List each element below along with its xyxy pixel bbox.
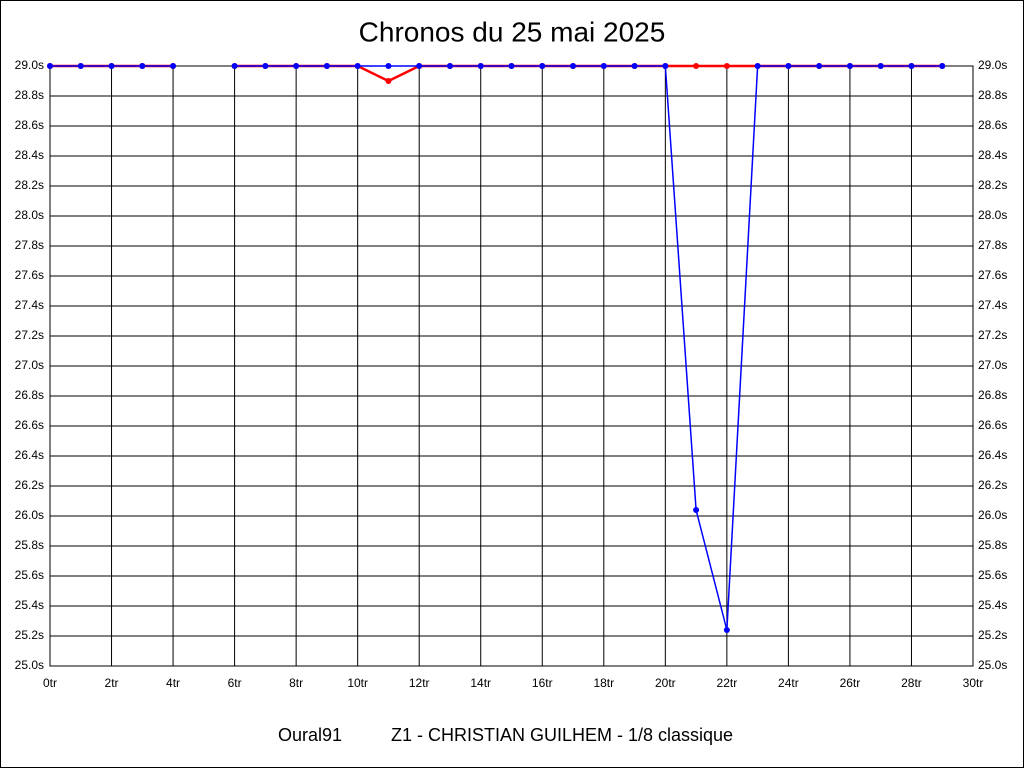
data-point [231,63,238,69]
y-tick-label: 25.2s [15,628,44,642]
data-point [662,63,669,69]
data-point [539,63,546,69]
y-tick-label: 27.8s [15,238,44,252]
y2-tick-label: 29.0s [978,58,1007,72]
data-point [939,63,946,69]
y2-tick-label: 28.4s [978,148,1007,162]
data-point [846,63,853,69]
y-tick-label: 27.2s [15,328,44,342]
data-point [631,63,638,69]
y2-tick-label: 26.0s [978,508,1007,522]
x-tick-label: 12tr [409,676,430,690]
y-tick-label: 28.4s [15,148,44,162]
data-point [477,63,484,69]
y2-tick-label: 27.2s [978,328,1007,342]
x-tick-label: 26tr [840,676,861,690]
x-tick-label: 30tr [963,676,984,690]
y2-tick-label: 27.8s [978,238,1007,252]
y2-tick-label: 26.6s [978,418,1007,432]
y2-tick-label: 25.6s [978,568,1007,582]
x-tick-label: 4tr [166,676,180,690]
chart-title: Chronos du 25 mai 2025 [359,16,666,47]
y-tick-label: 25.8s [15,538,44,552]
y-tick-label: 29.0s [15,58,44,72]
x-tick-label: 8tr [289,676,303,690]
data-point [170,63,177,69]
data-point [416,63,423,69]
data-point [877,63,884,69]
y-tick-label: 26.4s [15,448,44,462]
y2-tick-label: 26.8s [978,388,1007,402]
x-tick-label: 22tr [717,676,738,690]
y2-tick-label: 25.8s [978,538,1007,552]
y-tick-label: 27.6s [15,268,44,282]
y-tick-label: 25.0s [15,658,44,672]
x-tick-label: 16tr [532,676,553,690]
data-point [908,63,915,69]
data-point [446,63,453,69]
y2-tick-label: 25.4s [978,598,1007,612]
data-point [108,63,115,69]
y2-tick-label: 26.2s [978,478,1007,492]
x-tick-label: 20tr [655,676,676,690]
y-tick-label: 26.6s [15,418,44,432]
y2-tick-label: 25.0s [978,658,1007,672]
data-point [385,63,392,69]
x-tick-label: 6tr [228,676,242,690]
y-tick-label: 26.2s [15,478,44,492]
y-tick-label: 28.2s [15,178,44,192]
data-point [816,63,823,69]
y-tick-label: 28.0s [15,208,44,222]
y2-tick-label: 27.4s [978,298,1007,312]
y-tick-label: 27.0s [15,358,44,372]
y2-tick-label: 28.0s [978,208,1007,222]
data-point [693,507,700,513]
data-point [723,63,730,69]
x-tick-label: 2tr [105,676,119,690]
data-point [323,63,330,69]
y2-tick-label: 27.0s [978,358,1007,372]
data-point [754,63,761,69]
y2-tick-label: 27.6s [978,268,1007,282]
data-point [262,63,269,69]
data-point [385,78,392,84]
footer-label: Z1 - CHRISTIAN GUILHEM - 1/8 classique [391,725,733,745]
y-tick-label: 27.4s [15,298,44,312]
y2-tick-label: 28.6s [978,118,1007,132]
y2-tick-label: 25.2s [978,628,1007,642]
y-tick-label: 25.6s [15,568,44,582]
y-tick-label: 28.8s [15,88,44,102]
y2-tick-label: 26.4s [978,448,1007,462]
y-tick-label: 26.0s [15,508,44,522]
footer-label: Oural91 [278,725,342,745]
data-point [600,63,607,69]
data-point [47,63,53,69]
x-tick-label: 14tr [470,676,491,690]
y-tick-label: 26.8s [15,388,44,402]
y-tick-label: 25.4s [15,598,44,612]
data-point [293,63,300,69]
data-point [693,63,700,69]
data-point [354,63,361,69]
x-tick-label: 10tr [347,676,368,690]
y2-tick-label: 28.8s [978,88,1007,102]
x-tick-label: 28tr [901,676,922,690]
data-point [77,63,84,69]
data-point [723,627,730,633]
data-point [139,63,146,69]
data-point [508,63,515,69]
data-point [570,63,577,69]
y2-tick-label: 28.2s [978,178,1007,192]
x-tick-label: 24tr [778,676,799,690]
x-tick-label: 0tr [43,676,57,690]
x-tick-label: 18tr [593,676,614,690]
y-tick-label: 28.6s [15,118,44,132]
data-point [785,63,792,69]
